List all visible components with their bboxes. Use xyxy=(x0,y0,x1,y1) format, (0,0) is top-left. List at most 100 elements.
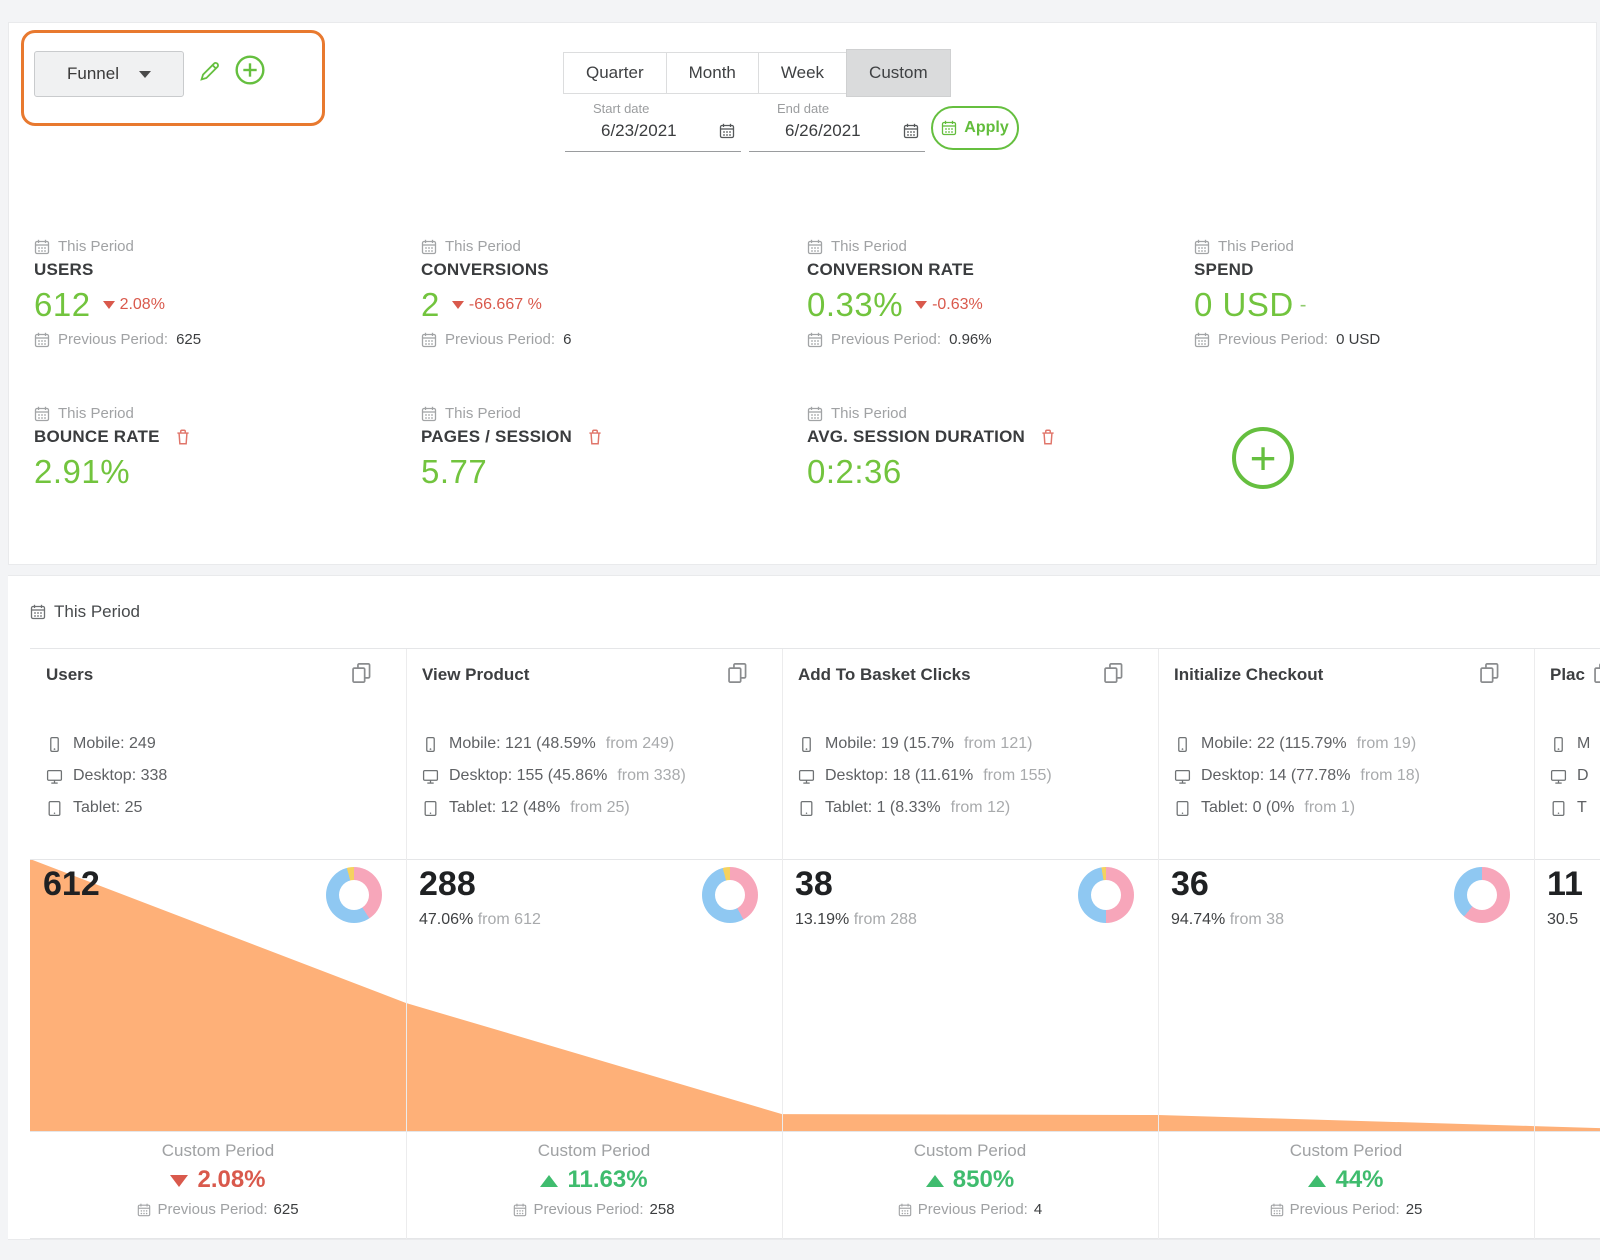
stage-value: 38 xyxy=(795,865,833,903)
tablet-icon xyxy=(798,800,815,817)
calendar-picker-icon[interactable] xyxy=(719,123,735,139)
add-metric-button[interactable]: + xyxy=(1232,427,1294,489)
device-line: Desktop: 338 xyxy=(46,765,396,787)
column-divider xyxy=(1534,649,1535,1239)
funnel-column: Users Mobile: 249 Desktop: 338 Tablet: 2… xyxy=(30,649,406,1239)
kpi-title: SPEND xyxy=(1194,260,1254,279)
pencil-icon xyxy=(198,59,222,83)
kpi-card-conversion-rate: This Period CONVERSION RATE 0.33% -0.63%… xyxy=(807,238,1167,348)
funnel-column: Plac M D T 11 30.5 xyxy=(1534,649,1600,1239)
calendar-picker-icon[interactable] xyxy=(903,123,919,139)
device-line: Mobile: 19 (15.7% from 121) xyxy=(798,733,1148,755)
stage-sub-main: 94.74% xyxy=(1171,911,1226,928)
device-stats: Mobile: 249 Desktop: 338 Tablet: 25 xyxy=(46,733,396,829)
copy-icon[interactable] xyxy=(350,662,372,684)
add-funnel-button[interactable] xyxy=(234,54,266,86)
device-faded: from 121) xyxy=(963,735,1033,752)
device-stats: Mobile: 22 (115.79% from 19) Desktop: 14… xyxy=(1174,733,1524,829)
funnel-column: Initialize Checkout Mobile: 22 (115.79% … xyxy=(1158,649,1534,1239)
stage-sub: 94.74% from 38 xyxy=(1171,911,1284,929)
tablet-icon xyxy=(1174,800,1191,817)
device-donut-chart xyxy=(702,867,758,923)
footer-previous: Previous Period: 25 xyxy=(1158,1201,1534,1218)
delete-metric-button[interactable] xyxy=(586,428,604,446)
desktop-icon xyxy=(1550,768,1567,785)
previous-label: Previous Period: xyxy=(58,331,169,348)
device-line: Mobile: 249 xyxy=(46,733,396,755)
tab-week[interactable]: Week xyxy=(757,52,848,94)
footer-period-label: Custom Period xyxy=(161,1141,275,1160)
copy-icon[interactable] xyxy=(1102,662,1124,684)
kpi-value: 0 USD xyxy=(1194,286,1294,323)
funnel-column-header: Initialize Checkout xyxy=(1158,649,1534,701)
kpi-change: -0.63% xyxy=(915,296,983,314)
copy-icon[interactable] xyxy=(726,662,748,684)
column-divider xyxy=(1158,649,1159,1239)
table-divider xyxy=(30,1238,1600,1239)
previous-value: 6 xyxy=(563,331,572,348)
start-date-label: Start date xyxy=(593,101,650,116)
copy-icon[interactable] xyxy=(1478,662,1500,684)
start-date-input[interactable]: 6/23/2021 xyxy=(601,121,677,140)
footer-change-value: 11.63% xyxy=(567,1166,648,1193)
period-label: This Period xyxy=(831,405,907,422)
calendar-icon xyxy=(941,120,957,136)
stage-sub-faded: from 288 xyxy=(853,911,917,928)
down-triangle-icon xyxy=(915,301,928,309)
end-date-input[interactable]: 6/26/2021 xyxy=(785,121,861,140)
device-main: Desktop: 338 xyxy=(73,767,168,784)
change-triangle-icon xyxy=(540,1174,559,1187)
kpi-title: PAGES / SESSION xyxy=(421,427,573,446)
funnel-column: Add To Basket Clicks Mobile: 19 (15.7% f… xyxy=(782,649,1158,1239)
device-line: Desktop: 18 (11.61% from 155) xyxy=(798,765,1148,787)
stage-sub: 13.19% from 288 xyxy=(795,911,917,929)
device-line: M xyxy=(1550,733,1600,755)
funnel-table: Users Mobile: 249 Desktop: 338 Tablet: 2… xyxy=(30,648,1600,1239)
device-faded: from 155) xyxy=(983,767,1052,784)
kpi-change: -66.667 % xyxy=(451,296,542,314)
edit-funnel-button[interactable] xyxy=(198,59,222,83)
funnel-type-select[interactable]: Funnel xyxy=(34,51,184,97)
footer-period-label: Custom Period xyxy=(537,1141,651,1160)
device-line: Tablet: 25 xyxy=(46,797,396,819)
stage-sub-main: 47.06% xyxy=(419,911,474,928)
copy-icon[interactable] xyxy=(1592,662,1600,684)
device-main: Desktop: 18 (11.61% xyxy=(825,767,974,784)
tablet-icon xyxy=(422,800,439,817)
start-date-field: Start date 6/23/2021 xyxy=(565,101,741,152)
stage-sub-faded: from 612 xyxy=(477,911,541,928)
end-date-field: End date 6/26/2021 xyxy=(749,101,925,152)
footer-change-value: 2.08% xyxy=(197,1166,266,1193)
trash-icon xyxy=(1039,428,1057,446)
kpi-title: AVG. SESSION DURATION xyxy=(807,427,1025,446)
stage-sub: 47.06% from 612 xyxy=(419,911,541,929)
down-triangle-icon xyxy=(451,301,464,309)
footer-change: 850% xyxy=(782,1166,1158,1194)
delete-metric-button[interactable] xyxy=(174,428,192,446)
stage-chart-cell: 38 13.19% from 288 xyxy=(782,859,1158,1131)
delete-metric-button[interactable] xyxy=(1039,428,1057,446)
footer-previous-label: Previous Period: xyxy=(157,1201,268,1218)
funnel-column-title: Add To Basket Clicks xyxy=(798,665,971,684)
table-divider xyxy=(30,1131,1600,1132)
funnel-column-title: View Product xyxy=(422,665,530,684)
tab-quarter[interactable]: Quarter xyxy=(563,52,667,94)
column-footer: Custom Period 11.63% Previous Period: 25… xyxy=(406,1131,782,1239)
end-date-label: End date xyxy=(777,101,830,116)
tab-custom[interactable]: Custom xyxy=(846,49,951,97)
column-divider xyxy=(406,649,407,1239)
footer-previous-value: 4 xyxy=(1033,1201,1043,1218)
kpi-card-spend: This Period SPEND 0 USD - Previous Perio… xyxy=(1194,238,1554,348)
device-faded: from 18) xyxy=(1360,767,1420,784)
device-line: T xyxy=(1550,797,1600,819)
calendar-icon xyxy=(1194,332,1210,348)
funnel-column-title: Users xyxy=(46,665,94,684)
desktop-icon xyxy=(46,768,63,785)
mobile-icon xyxy=(798,736,815,753)
calendar-icon xyxy=(34,239,50,255)
footer-previous-value: 625 xyxy=(273,1201,299,1218)
device-main: Tablet: 12 (48% xyxy=(449,799,561,816)
tab-month[interactable]: Month xyxy=(665,52,759,94)
apply-button[interactable]: Apply xyxy=(931,106,1019,150)
device-main: Mobile: 19 (15.7% xyxy=(825,735,954,752)
